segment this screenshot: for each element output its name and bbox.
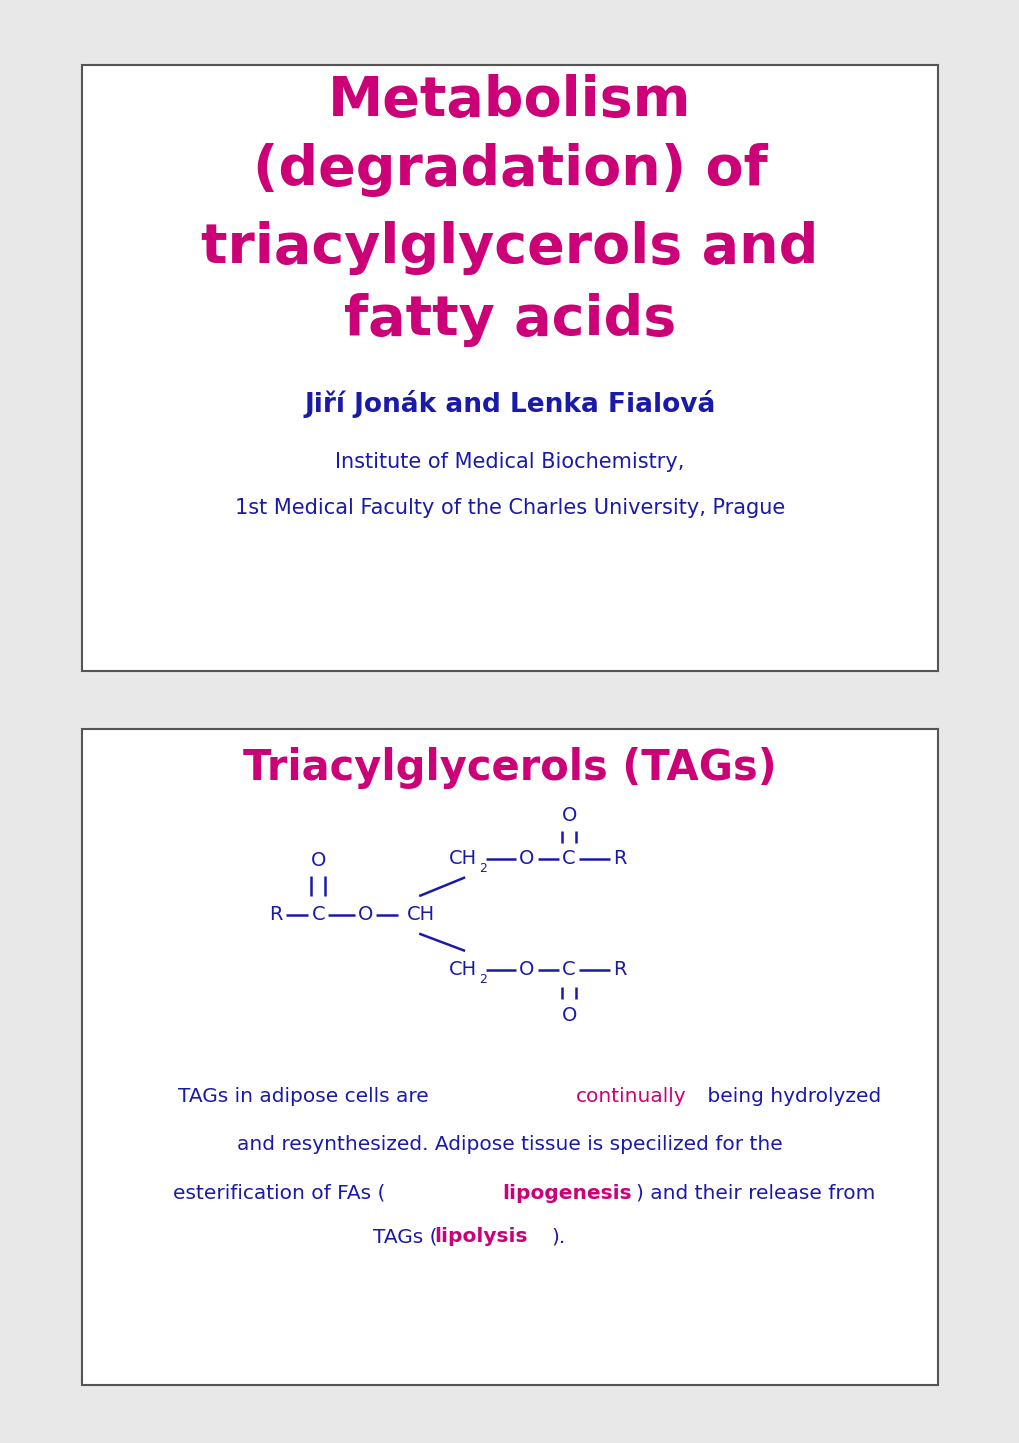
Text: C: C	[561, 848, 576, 869]
Text: 2: 2	[479, 973, 487, 987]
Text: 1st Medical Faculty of the Charles University, Prague: 1st Medical Faculty of the Charles Unive…	[234, 498, 785, 518]
Text: 2: 2	[479, 861, 487, 876]
Text: Triacylglycerols (TAGs): Triacylglycerols (TAGs)	[243, 746, 776, 789]
Text: lipogenesis: lipogenesis	[501, 1183, 631, 1203]
Text: ) and their release from: ) and their release from	[636, 1183, 875, 1203]
Text: O: O	[560, 805, 577, 825]
Text: R: R	[268, 905, 282, 925]
Text: ).: ).	[551, 1227, 566, 1247]
Text: fatty acids: fatty acids	[343, 293, 676, 348]
Text: C: C	[561, 960, 576, 980]
Text: CH: CH	[448, 960, 477, 980]
Text: CH: CH	[407, 905, 435, 925]
Text: R: R	[612, 960, 627, 980]
Text: C: C	[311, 905, 325, 925]
Text: esterification of FAs (: esterification of FAs (	[173, 1183, 385, 1203]
Text: TAGs in adipose cells are: TAGs in adipose cells are	[178, 1087, 435, 1107]
Text: CH: CH	[448, 848, 477, 869]
Text: triacylglycerols and: triacylglycerols and	[201, 221, 818, 276]
Text: TAGs (: TAGs (	[373, 1227, 437, 1247]
Text: O: O	[357, 905, 373, 925]
Text: O: O	[518, 960, 534, 980]
FancyBboxPatch shape	[82, 65, 937, 671]
Text: being hydrolyzed: being hydrolyzed	[700, 1087, 880, 1107]
Text: lipolysis: lipolysis	[434, 1227, 528, 1247]
Text: O: O	[518, 848, 534, 869]
Text: Institute of Medical Biochemistry,: Institute of Medical Biochemistry,	[335, 452, 684, 472]
Text: and resynthesized. Adipose tissue is specilized for the: and resynthesized. Adipose tissue is spe…	[236, 1134, 783, 1154]
Text: R: R	[612, 848, 627, 869]
Text: O: O	[560, 1006, 577, 1026]
Text: continually: continually	[576, 1087, 686, 1107]
Text: Jiří Jonák and Lenka Fialová: Jiří Jonák and Lenka Fialová	[304, 390, 715, 418]
FancyBboxPatch shape	[82, 729, 937, 1385]
Text: Metabolism: Metabolism	[328, 74, 691, 128]
Text: (degradation) of: (degradation) of	[253, 143, 766, 198]
Text: O: O	[310, 850, 326, 870]
